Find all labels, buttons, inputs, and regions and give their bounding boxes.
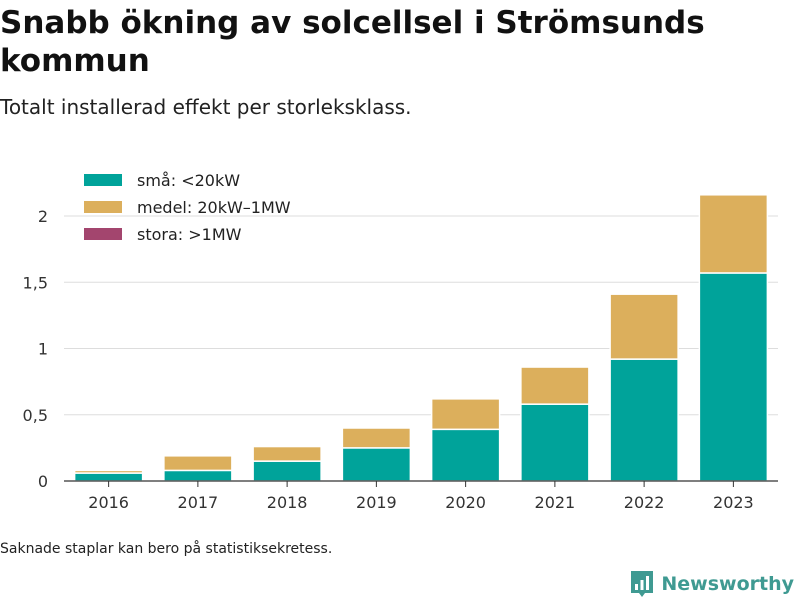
- bar-segment: [609, 358, 679, 482]
- x-tick-label: 2017: [178, 493, 219, 512]
- bars: [73, 194, 769, 482]
- x-tick-label: 2019: [356, 493, 397, 512]
- legend: små: <20kW medel: 20kW–1MW stora: >1MW: [84, 171, 291, 244]
- y-tick-label: 1,5: [23, 273, 48, 292]
- bar-segment: [698, 272, 769, 482]
- bar-segment: [252, 445, 322, 462]
- bar-segment: [341, 427, 412, 449]
- y-tick-label: 0: [38, 472, 48, 491]
- y-tick-label: 2: [38, 207, 48, 226]
- bar-segment: [520, 403, 590, 482]
- x-tick-label: 2021: [535, 493, 576, 512]
- chart-title: Snabb ökning av solcellsel i Strömsunds …: [0, 5, 705, 79]
- bar-segment: [609, 293, 679, 360]
- x-tick-label: 2020: [445, 493, 486, 512]
- axes: 0 0,5 1 1,5 2 2016 2017 2018 2019 2020 2021 2022 202…: [23, 207, 778, 512]
- bar-segment: [163, 455, 233, 472]
- y-tick-label: 0,5: [23, 406, 48, 425]
- bar-segment: [430, 398, 501, 431]
- bar-segment: [430, 428, 501, 482]
- stacked-bar-chart: 0 0,5 1 1,5 2 2016 2017 2018 2019 2020 2021 2022 202…: [23, 171, 778, 512]
- x-tick-label: 2016: [88, 493, 129, 512]
- legend-swatch: [84, 201, 122, 213]
- legend-label: små: <20kW: [137, 171, 240, 190]
- x-tick-label: 2022: [624, 493, 665, 512]
- legend-label: stora: >1MW: [137, 225, 242, 244]
- brand-logo[interactable]: Newsworthy: [629, 568, 794, 600]
- bar-segment: [163, 469, 233, 482]
- bar-segment: [520, 366, 590, 405]
- legend-label: medel: 20kW–1MW: [137, 198, 291, 217]
- bar-segment: [341, 447, 412, 482]
- x-tick-label: 2018: [267, 493, 308, 512]
- x-tick-label: 2023: [713, 493, 754, 512]
- legend-swatch: [84, 228, 122, 240]
- legend-swatch: [84, 174, 122, 186]
- chart-subtitle: Totalt installerad effekt per storlekskl…: [0, 95, 412, 119]
- y-tick-label: 1: [38, 340, 48, 359]
- bar-segment: [252, 460, 322, 482]
- bar-segment: [73, 469, 144, 474]
- brand-name: Newsworthy: [661, 573, 794, 595]
- bar-segment: [698, 194, 769, 274]
- bar-segment: [73, 472, 144, 482]
- footnote: Saknade staplar kan bero på statistiksek…: [0, 541, 333, 557]
- newsworthy-logo-icon: [631, 571, 654, 597]
